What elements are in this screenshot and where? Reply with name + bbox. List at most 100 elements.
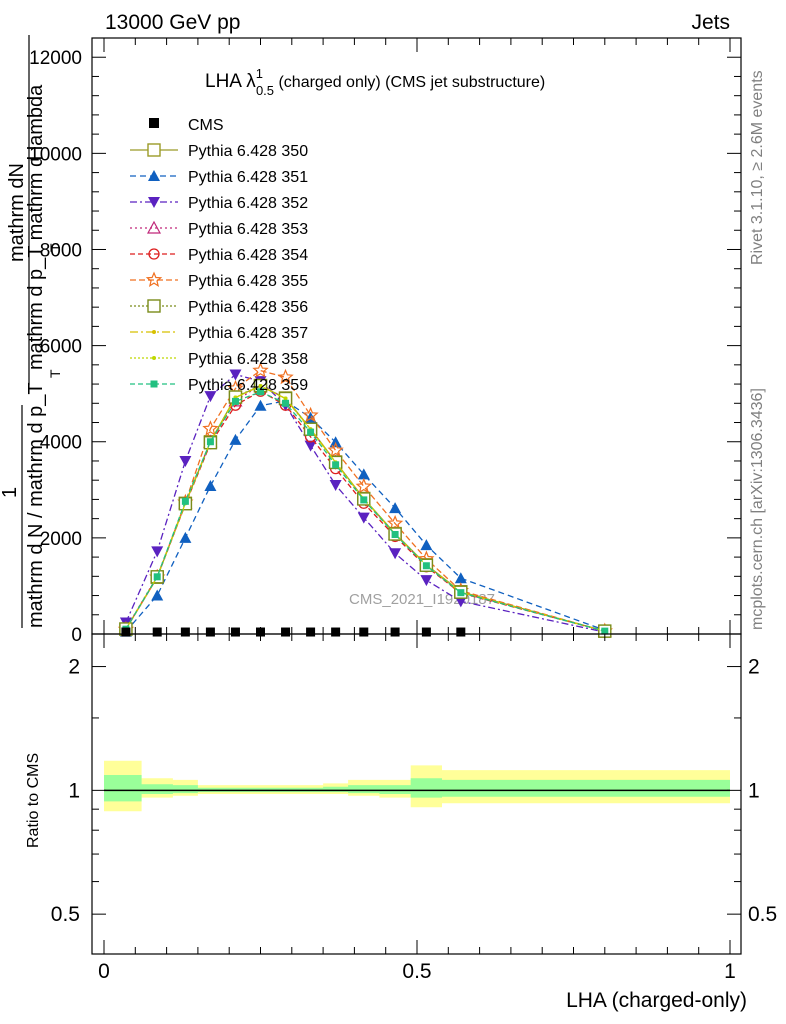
- header-process: Jets: [691, 11, 730, 34]
- title-main: LHA λ: [205, 71, 256, 92]
- ratio-y-tick-label-right: 0.5: [748, 903, 777, 926]
- main-y-axis: 0 2000 4000 6000 8000 10000 12000: [29, 37, 741, 646]
- open-triangle-up-marker: [146, 220, 162, 234]
- mcplots-label: mcplots.cern.ch [arXiv:1306.3436]: [749, 388, 766, 630]
- ratio-bands: [104, 760, 730, 812]
- ratio-band-inner: [104, 775, 730, 802]
- triangle-up-marker: [229, 433, 242, 445]
- legend-entry-cms: CMS: [149, 117, 224, 134]
- open-star-marker: [202, 420, 219, 436]
- legend-label: Pythia 6.428 358: [188, 351, 308, 368]
- triangle-down-marker: [204, 391, 217, 403]
- legend-label: Pythia 6.428 357: [188, 325, 308, 342]
- series-line: [125, 391, 605, 632]
- legend-cms-label: CMS: [188, 117, 224, 134]
- open-square-marker: [147, 299, 161, 313]
- legend-entry: Pythia 6.428 350: [130, 143, 308, 160]
- filled-square-marker: [181, 497, 189, 505]
- ratio-y-tick-label-left: 2: [68, 656, 80, 679]
- ylabel-line1: mathrm dN: [6, 163, 28, 262]
- legend-label: Pythia 6.428 351: [188, 169, 308, 186]
- open-square-marker: [147, 143, 161, 157]
- triangle-up-marker: [151, 589, 164, 601]
- y-tick-label: 6000: [40, 337, 82, 358]
- series-line: [125, 373, 605, 633]
- rivet-version-label: Rivet 3.1.10, ≥ 2.6M events: [749, 70, 766, 265]
- triangle-down-marker: [357, 512, 370, 524]
- triangle-up-marker: [254, 399, 267, 411]
- filled-square-marker: [282, 399, 290, 407]
- legend-entry: Pythia 6.428 356: [130, 299, 308, 316]
- legend-entry: Pythia 6.428 357: [130, 325, 308, 342]
- open-star-marker: [145, 271, 163, 287]
- triangle-up-marker: [204, 479, 217, 491]
- legend: CMS Pythia 6.428 350 Pythia 6.428 351 Pythi…: [130, 117, 308, 394]
- filled-square-marker: [457, 589, 465, 597]
- dot-marker: [283, 396, 288, 401]
- y-tick-label: 4000: [40, 433, 82, 454]
- legend-entry: Pythia 6.428 359: [130, 377, 308, 394]
- legend-label: Pythia 6.428 353: [188, 221, 308, 238]
- cms-point: [421, 627, 431, 637]
- cms-data-points: [121, 627, 466, 637]
- open-star-marker: [327, 441, 344, 458]
- filled-square-marker: [206, 438, 214, 446]
- legend-label: Pythia 6.428 354: [188, 247, 308, 264]
- ratio-y-axis: 0.5 0.5 1 1 2 2: [51, 656, 777, 927]
- ratio-x-axis: 0 0.5 1: [98, 634, 736, 983]
- x-tick-label: 0.5: [402, 960, 431, 983]
- x-tick-label: 0: [98, 960, 110, 983]
- ratio-y-tick-label-left: 1: [68, 779, 80, 802]
- filled-square-marker: [257, 388, 264, 396]
- filled-square-marker: [360, 496, 368, 504]
- ratio-y-tick-label-left: 0.5: [51, 903, 80, 926]
- cms-point: [306, 627, 316, 637]
- y-tick-label: 12000: [29, 48, 82, 69]
- title-sup: 1: [256, 66, 263, 81]
- ratio-ylabel: Ratio to CMS: [25, 753, 42, 848]
- legend-entry: Pythia 6.428 351: [130, 169, 308, 186]
- y-tick-label: 8000: [40, 240, 82, 261]
- legend-entry: Pythia 6.428 354: [130, 247, 308, 264]
- series-line: [125, 400, 606, 633]
- filled-square-marker: [601, 627, 609, 635]
- triangle-down-marker: [389, 548, 402, 560]
- open-star-marker: [252, 362, 269, 378]
- cms-point: [256, 627, 265, 637]
- ylabel-line3: 1: [0, 487, 21, 498]
- title-sub: 0.5: [256, 83, 274, 98]
- triangle-down-marker: [420, 575, 433, 587]
- filled-square-marker: [150, 380, 158, 388]
- legend-label: Pythia 6.428 356: [188, 299, 308, 316]
- triangle-down-marker: [229, 369, 242, 381]
- x-axis-label: LHA (charged-only): [566, 989, 747, 1012]
- triangle-down-marker: [151, 546, 164, 558]
- filled-square-marker: [332, 461, 340, 469]
- x-tick-label: 1: [724, 960, 736, 983]
- dot-marker: [258, 383, 263, 388]
- ylabel-sub-T: T: [47, 243, 63, 252]
- legend-entry: Pythia 6.428 358: [130, 351, 308, 368]
- cms-point: [180, 627, 190, 637]
- plot-title: LHA λ1 0.5 (charged only) (CMS jet substr…: [205, 66, 545, 98]
- cms-point: [152, 627, 162, 637]
- title-rest: (charged only) (CMS jet substructure): [274, 74, 545, 91]
- open-star-marker: [386, 514, 404, 531]
- filled-square-marker: [391, 531, 399, 539]
- triangle-down-marker: [304, 440, 317, 452]
- y-tick-label: 2000: [40, 529, 82, 550]
- legend-label: Pythia 6.428 355: [188, 273, 308, 290]
- cms-point: [359, 627, 369, 637]
- triangle-up-marker: [389, 502, 402, 514]
- header-energy: 13000 GeV pp: [105, 11, 240, 34]
- triangle-up-marker: [357, 468, 370, 480]
- ylabel-line2: mathrm d p_T mathrm d lambda: [25, 84, 47, 370]
- ratio-y-tick-label-right: 2: [748, 656, 760, 679]
- triangle-up-marker: [179, 531, 192, 543]
- triangle-up-marker: [420, 539, 433, 551]
- dot-marker: [152, 330, 156, 334]
- filled-square-marker: [307, 428, 315, 436]
- cms-point: [390, 627, 400, 637]
- cms-point: [331, 627, 341, 637]
